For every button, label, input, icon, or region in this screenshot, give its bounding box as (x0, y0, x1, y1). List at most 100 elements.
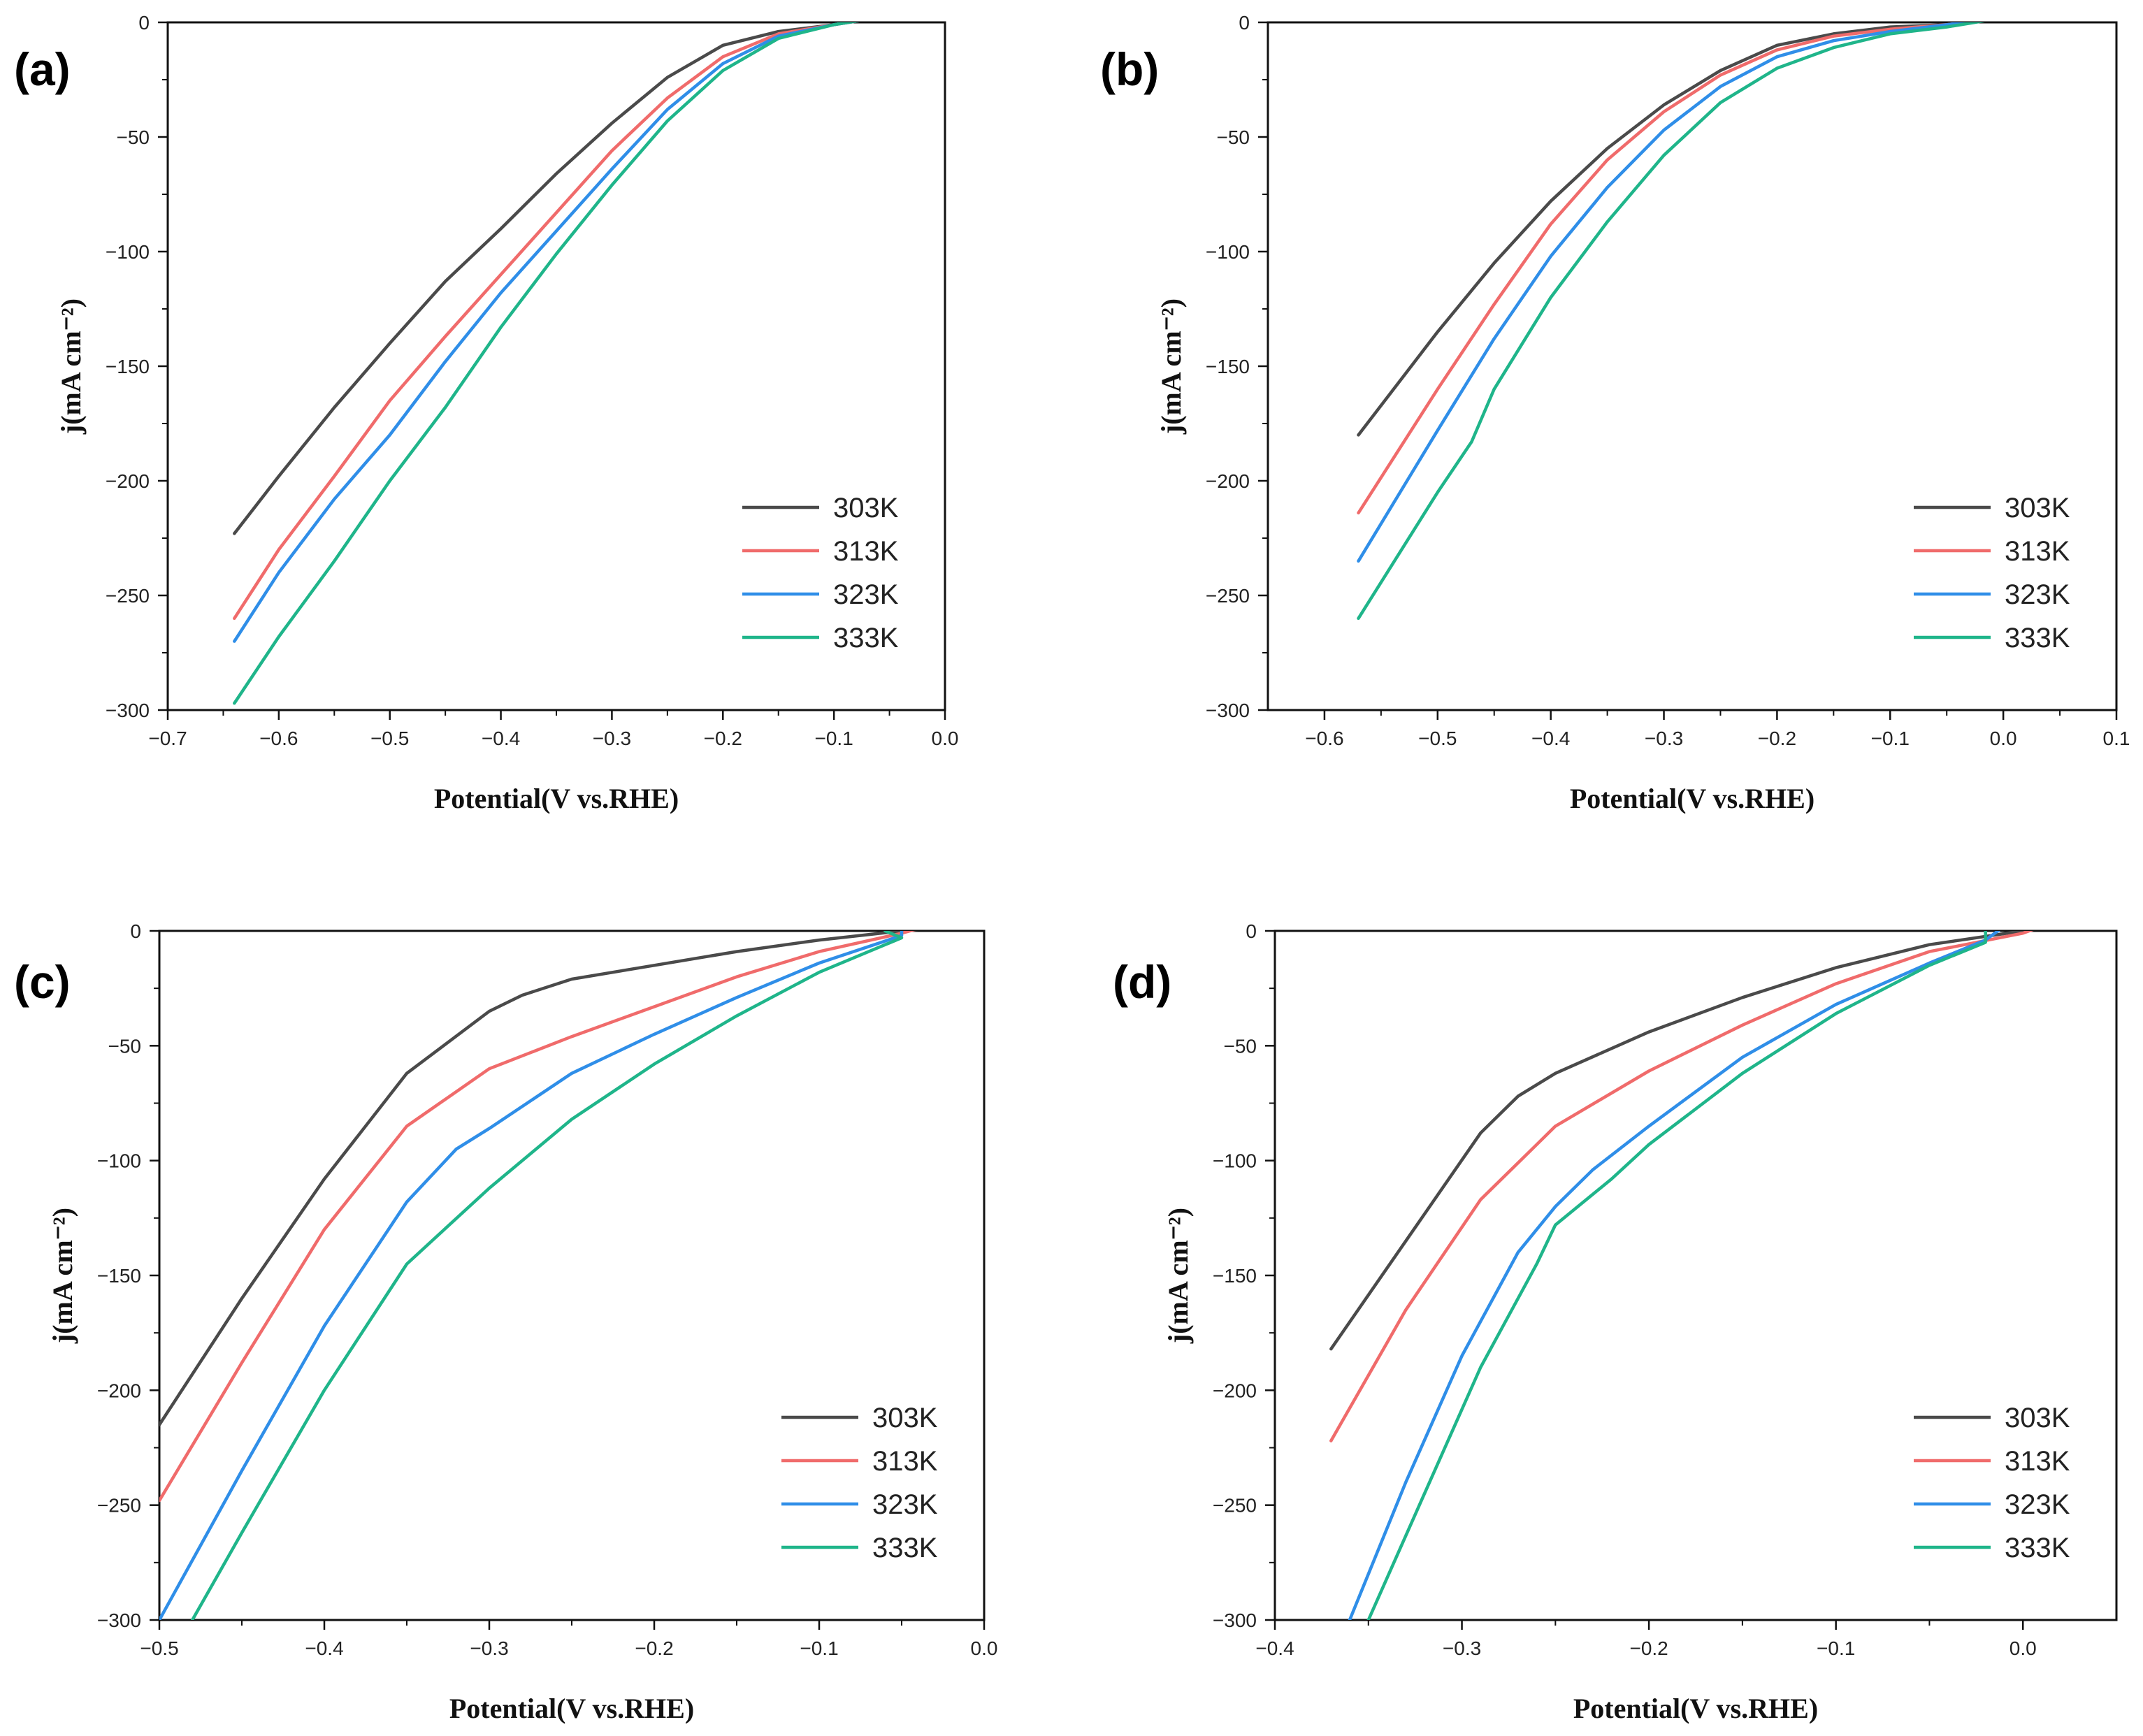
chart-panel-4: −0.4 −0.3 −0.2 −0.1 0.0 0 −50 −100 −150 −200 −250 −… (1113, 920, 2118, 1724)
y-tick-label: −100 (1206, 241, 1250, 263)
x-tick-label: −0.1 (800, 1637, 838, 1659)
legend-label-303K: 303K (2005, 1403, 2070, 1433)
x-tick-label: 0.1 (2103, 728, 2130, 749)
series-line-333K (1357, 22, 1985, 621)
legend: 303K 313K 323K 333K (781, 1403, 938, 1563)
series-line-303K (233, 22, 859, 535)
series-lines (159, 931, 919, 1620)
y-axis-title: j(mA cm⁻²) (55, 298, 87, 435)
y-tick-label: 0 (130, 920, 141, 942)
legend-label-323K: 323K (872, 1489, 938, 1520)
x-tick-label: −0.2 (1629, 1637, 1668, 1659)
legend-label-313K: 313K (872, 1446, 938, 1477)
legend-label-303K: 303K (872, 1403, 938, 1433)
series-line-303K (159, 931, 919, 1426)
series-line-323K (1348, 931, 2001, 1620)
y-tick-label: −150 (106, 356, 150, 377)
x-tick-label: −0.4 (1255, 1637, 1294, 1659)
x-tick-label: −0.5 (1418, 728, 1457, 749)
series-lines (1329, 931, 2034, 1620)
y-tick-label: −300 (106, 700, 150, 721)
legend-label-333K: 333K (872, 1533, 938, 1563)
x-tick-label: 0.0 (2009, 1637, 2037, 1659)
x-tick-label: −0.1 (1871, 728, 1910, 749)
x-tick-label: −0.6 (1305, 728, 1343, 749)
x-tick-label: −0.1 (1817, 1637, 1855, 1659)
x-tick-label: −0.2 (704, 728, 742, 749)
series-line-303K (1329, 931, 2030, 1351)
legend-label-323K: 323K (2005, 1489, 2070, 1520)
series-line-313K (1357, 22, 1979, 515)
legend-label-323K: 323K (833, 579, 899, 610)
y-tick-label: −100 (97, 1150, 141, 1172)
x-tick-label: −0.7 (148, 728, 187, 749)
x-axis-title: Potential(V vs.RHE) (449, 1693, 694, 1724)
legend: 303K 313K 323K 333K (1914, 493, 2070, 653)
x-axis-title: Potential(V vs.RHE) (1573, 1693, 1818, 1724)
y-tick-label: 0 (1246, 920, 1257, 942)
series-line-333K (190, 931, 904, 1620)
chart-panel-3: −0.5 −0.4 −0.3 −0.2 −0.1 0.0 0 −50 −100 −150 −200 −… (14, 920, 997, 1724)
y-tick-label: −300 (1213, 1610, 1257, 1631)
x-tick-label: −0.2 (635, 1637, 673, 1659)
x-tick-label: −0.3 (593, 728, 631, 749)
chart-panel-2: −0.6 −0.5 −0.4 −0.3 −0.2 −0.1 0.0 0.1 0 −50 −100 −1… (1100, 12, 2130, 814)
y-tick-label: −50 (117, 126, 150, 148)
x-tick-label: −0.4 (1531, 728, 1570, 749)
y-tick-label: −250 (106, 585, 150, 607)
y-tick-label: −150 (1206, 356, 1250, 377)
x-tick-label: 0.0 (932, 728, 959, 749)
legend-label-313K: 313K (833, 536, 899, 567)
legend-label-323K: 323K (2005, 579, 2070, 610)
x-tick-label: −0.2 (1758, 728, 1796, 749)
legend-label-313K: 313K (2005, 1446, 2070, 1477)
y-tick-label: −150 (97, 1265, 141, 1287)
panel-label: (d) (1113, 956, 1171, 1008)
series-line-303K (1357, 22, 1979, 437)
series-line-333K (1366, 931, 1987, 1620)
x-tick-label: −0.4 (482, 728, 520, 749)
x-tick-label: 0.0 (1990, 728, 2017, 749)
chart-panel-1: −0.7 −0.6 −0.5 −0.4 −0.3 −0.2 −0.1 0.0 0 −50 −100 −… (14, 12, 958, 814)
y-tick-label: −50 (108, 1035, 142, 1057)
series-line-313K (1329, 931, 2034, 1442)
x-tick-label: 0.0 (971, 1637, 998, 1659)
x-tick-label: −0.4 (305, 1637, 343, 1659)
y-tick-label: −50 (1217, 126, 1250, 148)
y-tick-label: −100 (1213, 1150, 1257, 1172)
series-line-323K (159, 931, 904, 1620)
y-tick-label: −150 (1213, 1265, 1257, 1287)
y-tick-label: −250 (1213, 1495, 1257, 1517)
y-axis-title: j(mA cm⁻²) (1162, 1208, 1194, 1344)
panel-label: (c) (14, 956, 71, 1008)
x-tick-label: −0.3 (470, 1637, 508, 1659)
panel-label: (a) (14, 43, 71, 95)
x-tick-label: −0.3 (1443, 1637, 1481, 1659)
legend-label-333K: 333K (2005, 1533, 2070, 1563)
y-tick-label: 0 (138, 12, 150, 34)
y-tick-label: −250 (1206, 585, 1250, 607)
legend-label-333K: 333K (2005, 623, 2070, 653)
y-tick-label: −200 (106, 470, 150, 492)
y-tick-label: 0 (1239, 12, 1250, 34)
y-tick-label: −50 (1224, 1035, 1257, 1057)
x-tick-label: −0.1 (815, 728, 853, 749)
x-axis-title: Potential(V vs.RHE) (1570, 783, 1814, 814)
x-tick-label: −0.5 (370, 728, 409, 749)
legend-label-303K: 303K (2005, 493, 2070, 523)
series-line-313K (159, 931, 916, 1503)
y-axis-title: j(mA cm⁻²) (1155, 298, 1187, 435)
y-tick-label: −100 (106, 241, 150, 263)
legend-label-333K: 333K (833, 623, 899, 653)
y-tick-label: −200 (97, 1380, 141, 1401)
legend-label-303K: 303K (833, 493, 899, 523)
series-line-313K (233, 22, 859, 621)
y-tick-label: −200 (1206, 470, 1250, 492)
series-line-323K (233, 22, 859, 643)
series-lines (233, 22, 859, 705)
x-tick-label: −0.6 (259, 728, 298, 749)
y-tick-label: −250 (97, 1495, 141, 1517)
x-tick-label: −0.5 (140, 1637, 178, 1659)
